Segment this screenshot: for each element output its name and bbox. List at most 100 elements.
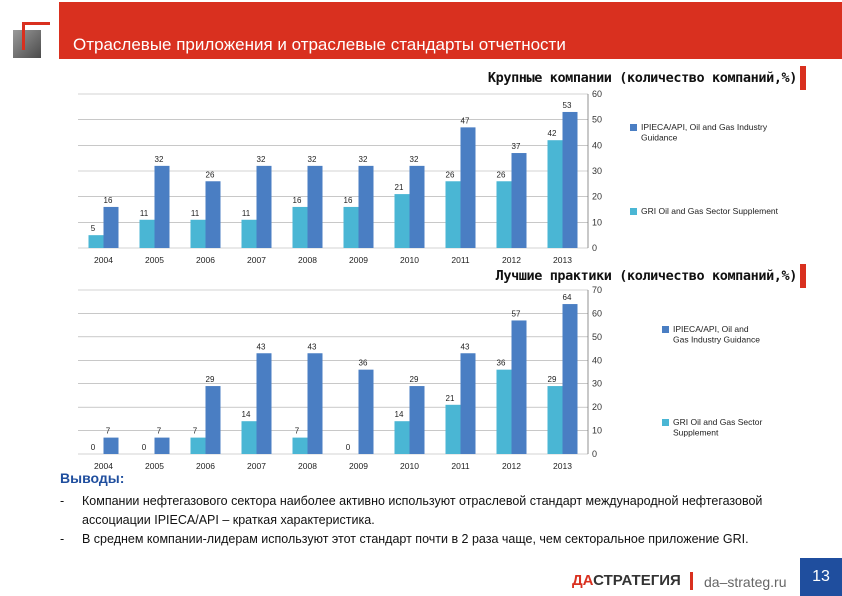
data-label: 7 [295, 427, 300, 436]
legend-label: IPIECA/API, Oil and Gas Industry Guidance [641, 122, 768, 143]
data-label: 43 [308, 342, 317, 351]
y-tick-label: 0 [592, 449, 597, 459]
bar [562, 111, 578, 248]
legend-swatch [630, 208, 637, 215]
x-tick-label: 2009 [349, 461, 368, 471]
bar [511, 320, 527, 454]
chart1-title: Крупные компании (количество компаний,%) [487, 70, 798, 86]
page-title: Отраслевые приложения и отраслевые станд… [73, 35, 566, 54]
x-tick-label: 2004 [94, 461, 113, 471]
y-tick-label: 50 [592, 115, 602, 125]
bar [190, 437, 206, 454]
x-tick-label: 2008 [298, 255, 317, 265]
bar [103, 437, 119, 454]
data-label: 21 [395, 183, 404, 192]
footer-brand-b: СТРАТЕГИЯ [593, 572, 681, 589]
data-label: 11 [191, 209, 200, 218]
y-tick-label: 40 [592, 355, 602, 365]
conclusions-title: Выводы: [60, 470, 125, 486]
bar [460, 127, 476, 248]
header: Отраслевые приложения и отраслевые станд… [0, 0, 842, 66]
legend-label: GRI Oil and Gas Sector Supplement [641, 206, 779, 216]
bar [307, 353, 323, 454]
chart-best-practices: 0102030405060700720040720057292006144320… [78, 286, 762, 471]
bar [394, 194, 410, 248]
conclusion-item: - Компании нефтегазового сектора наиболе… [60, 492, 820, 530]
x-tick-label: 2005 [145, 461, 164, 471]
y-tick-label: 50 [592, 332, 602, 342]
data-label: 0 [91, 443, 96, 452]
x-tick-label: 2013 [553, 255, 572, 265]
bar [154, 165, 170, 248]
data-label: 21 [446, 394, 455, 403]
chart-large-companies: 0 10 20 30 40 50 60 5 16 2004 11 32 2005 11 26 2006 11 32… [78, 89, 779, 265]
bar [445, 404, 461, 454]
bar [496, 369, 512, 454]
data-label: 36 [497, 359, 506, 368]
bar [256, 165, 272, 248]
data-label: 42 [548, 129, 557, 138]
bar [409, 165, 425, 248]
data-label: 7 [157, 427, 162, 436]
bar [256, 353, 272, 454]
data-label: 37 [512, 142, 521, 151]
data-label: 16 [344, 196, 353, 205]
conclusion-text: В среднем компании-лидерам используют эт… [82, 532, 749, 546]
logo-frame-icon [22, 22, 50, 50]
data-label: 5 [91, 224, 96, 233]
bar [358, 165, 374, 248]
bar [394, 421, 410, 454]
bar [190, 219, 206, 248]
bar [511, 153, 527, 248]
legend-label: IPIECA/API, Oil and Gas Industry Guidance [673, 324, 760, 345]
x-tick-label: 2007 [247, 255, 266, 265]
footer-site-link[interactable]: da–strateg.ru [704, 574, 787, 590]
y-tick-label: 70 [592, 286, 602, 295]
data-label: 57 [512, 309, 521, 318]
bar [562, 304, 578, 454]
footer-brand-logo: ДАСТРАТЕГИЯ [572, 572, 681, 589]
bar [547, 386, 563, 454]
bar [343, 206, 359, 248]
conclusions: Выводы: - Компании нефтегазового сектора… [60, 470, 820, 549]
legend-swatch [630, 124, 637, 131]
data-label: 43 [257, 342, 266, 351]
y-tick-label: 10 [592, 217, 602, 227]
data-label: 43 [461, 342, 470, 351]
data-label: 16 [293, 196, 302, 205]
chart1-title-mark [800, 66, 806, 90]
data-label: 53 [563, 101, 572, 110]
bar [292, 437, 308, 454]
conclusion-text: Компании нефтегазового сектора наиболее … [82, 494, 763, 527]
bar [88, 235, 104, 248]
data-label: 32 [308, 155, 317, 164]
data-label: 32 [359, 155, 368, 164]
bar [409, 386, 425, 454]
legend-swatch [662, 326, 669, 333]
y-tick-label: 60 [592, 308, 602, 318]
x-tick-label: 2013 [553, 461, 572, 471]
chart2-title-mark [800, 264, 806, 288]
y-tick-label: 20 [592, 192, 602, 202]
x-tick-label: 2008 [298, 461, 317, 471]
legend-swatch [662, 419, 669, 426]
bar [154, 437, 170, 454]
data-label: 32 [257, 155, 266, 164]
x-tick-label: 2011 [451, 255, 470, 265]
bar [139, 219, 155, 248]
data-label: 26 [497, 170, 506, 179]
bar [103, 206, 119, 248]
data-label: 0 [346, 443, 351, 452]
bar [241, 421, 257, 454]
y-tick-label: 30 [592, 379, 602, 389]
bar [445, 181, 461, 248]
x-tick-label: 2007 [247, 461, 266, 471]
data-label: 16 [104, 196, 113, 205]
x-tick-label: 2012 [502, 255, 521, 265]
x-tick-label: 2010 [400, 461, 419, 471]
y-tick-label: 10 [592, 426, 602, 436]
bar [205, 386, 221, 454]
conclusion-item: - В среднем компании-лидерам используют … [60, 530, 820, 549]
x-tick-label: 2011 [451, 461, 470, 471]
data-label: 7 [106, 427, 111, 436]
